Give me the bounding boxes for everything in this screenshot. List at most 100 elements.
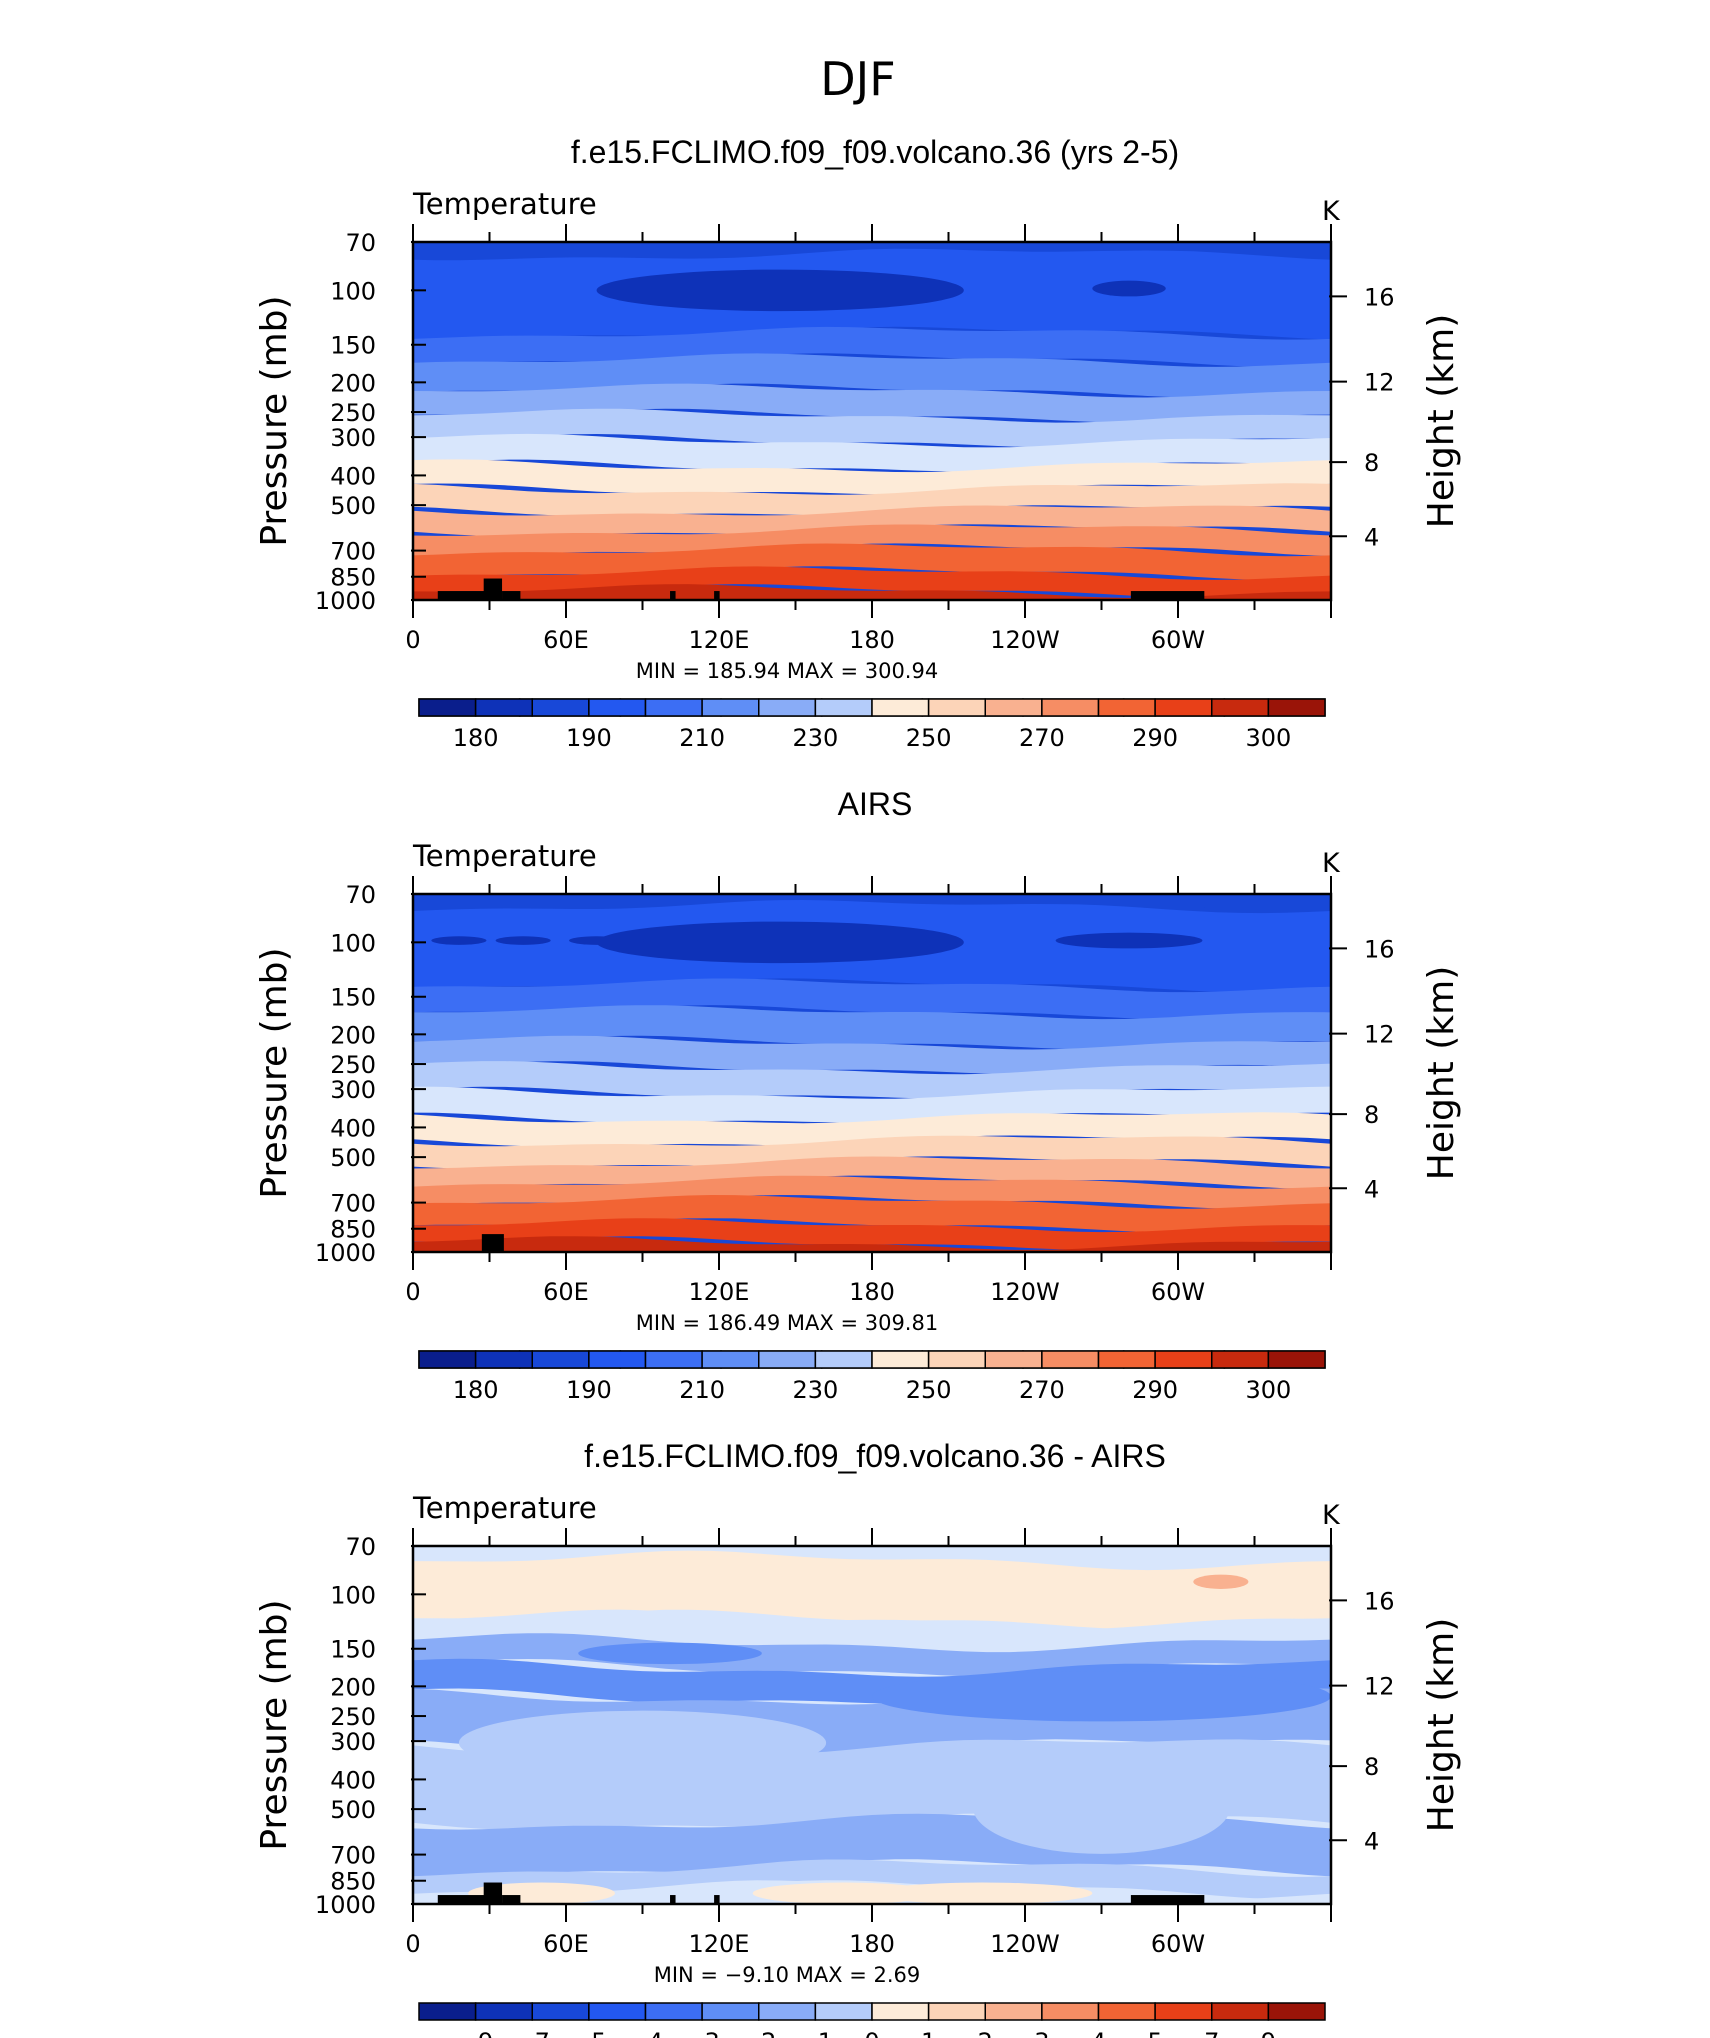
- colorbar-tick-label: 270: [1019, 1376, 1065, 1404]
- colorbar-swatch: [758, 1350, 817, 1369]
- colorbar-tick-label: 1: [921, 2028, 936, 2038]
- colorbar-swatch: [474, 698, 533, 717]
- pressure-tick-label: 500: [330, 1144, 376, 1172]
- colorbar-tick-label: 2: [978, 2028, 993, 2038]
- lon-tick-label: 60W: [1151, 626, 1205, 654]
- contour-band: [413, 1546, 1331, 1571]
- contour-band: [413, 1005, 1331, 1050]
- contour-band: [413, 1156, 1331, 1189]
- topography-mask: [670, 591, 676, 600]
- y-axis-label: Pressure (mb): [254, 295, 295, 546]
- min-max-readout: MIN = 185.94 MAX = 300.94: [636, 659, 938, 683]
- cold-core-100mb: [569, 936, 625, 945]
- colorbar-swatch: [701, 1350, 760, 1369]
- colorbar-tick-label: 190: [566, 1376, 612, 1404]
- colorbar-swatch: [418, 698, 477, 717]
- height-tick-label: 16: [1364, 1587, 1395, 1615]
- lon-tick-label: 60W: [1151, 1930, 1205, 1958]
- cold-core-100mb: [1055, 932, 1203, 949]
- contour-band: [413, 1609, 1331, 1652]
- warm-anomaly: [963, 1569, 1148, 1595]
- colorbar-tick-label: 300: [1245, 724, 1291, 752]
- topography-mask: [437, 591, 492, 600]
- colorbar-tick-label: −2: [741, 2028, 776, 2038]
- topography-mask: [1130, 591, 1205, 600]
- cold-core-100mb: [596, 921, 964, 964]
- y-axis-label: Pressure (mb): [254, 947, 295, 1198]
- contour-band: [413, 978, 1331, 1020]
- pressure-tick-label: 700: [330, 538, 376, 566]
- pressure-tick-label: 700: [330, 1190, 376, 1218]
- colorbar-tick-label: −5: [571, 2028, 606, 2038]
- colorbar-swatch: [418, 2002, 477, 2021]
- pressure-tick-label: 500: [330, 492, 376, 520]
- pressure-tick-label: 100: [330, 929, 376, 957]
- panel-unit-label: K: [1322, 196, 1341, 227]
- contour-band: [413, 326, 1331, 367]
- pressure-tick-label: 70: [345, 881, 376, 909]
- contour-band: [413, 543, 1331, 580]
- y2-axis-label: Height (km): [1421, 966, 1462, 1180]
- contour-band: [413, 524, 1331, 557]
- pressure-tick-label: 150: [330, 984, 376, 1012]
- contour-band: [413, 1236, 1331, 1252]
- pressure-tick-label: 700: [330, 1842, 376, 1870]
- cold-core-100mb: [642, 936, 698, 945]
- cold-core-100mb: [431, 936, 487, 945]
- lon-tick-label: 60E: [543, 1278, 589, 1306]
- colorbar-swatch: [984, 698, 1043, 717]
- cold-anomaly: [578, 1642, 762, 1665]
- colorbar-swatch: [927, 698, 986, 717]
- pressure-tick-label: 400: [330, 462, 376, 490]
- contour-band: [413, 483, 1331, 516]
- height-tick-label: 12: [1364, 1021, 1395, 1049]
- height-tick-label: 8: [1364, 449, 1379, 477]
- contour-band: [413, 505, 1331, 537]
- weak-anomaly: [972, 1760, 1231, 1854]
- colorbar-tick-label: 250: [906, 1376, 952, 1404]
- colorbar-swatch: [758, 698, 817, 717]
- height-tick-label: 8: [1364, 1753, 1379, 1781]
- colorbar-swatch: [1097, 2002, 1156, 2021]
- colorbar-swatch: [814, 1350, 873, 1369]
- lon-tick-label: 0: [405, 1930, 420, 1958]
- colorbar-swatch: [701, 2002, 760, 2021]
- contour-band: [413, 1658, 1331, 1705]
- cold-core-100mb: [1092, 280, 1166, 297]
- pressure-tick-label: 500: [330, 1796, 376, 1824]
- panel-left-label: Temperature: [412, 1491, 597, 1525]
- colorbar-tick-label: −7: [515, 2028, 550, 2038]
- colorbar-tick-label: 290: [1132, 1376, 1178, 1404]
- panel-title: AIRS: [838, 786, 913, 822]
- colorbar-swatch: [1267, 2002, 1326, 2021]
- colorbar-tick-label: 5: [1147, 2028, 1162, 2038]
- colorbar-tick-label: −4: [628, 2028, 663, 2038]
- topography-mask: [483, 578, 503, 600]
- colorbar-swatch: [1154, 1350, 1213, 1369]
- height-tick-label: 12: [1364, 369, 1395, 397]
- colorbar-tick-label: 190: [566, 724, 612, 752]
- cold-core-100mb: [596, 269, 964, 312]
- topography-mask: [481, 1234, 504, 1252]
- pressure-tick-label: 850: [330, 1868, 376, 1896]
- topography-mask: [437, 1895, 492, 1904]
- colorbar-swatch: [1041, 2002, 1100, 2021]
- colorbar-swatch: [531, 1350, 590, 1369]
- colorbar-swatch: [1267, 698, 1326, 717]
- lon-tick-label: 60W: [1151, 1278, 1205, 1306]
- lon-tick-label: 120E: [689, 626, 750, 654]
- colorbar-swatch: [758, 2002, 817, 2021]
- topography-mask: [670, 1895, 676, 1904]
- colorbar-swatch: [871, 2002, 930, 2021]
- topography-mask: [1130, 1895, 1205, 1904]
- colorbar-tick-label: 0: [864, 2028, 879, 2038]
- colorbar-tick-label: −1: [798, 2028, 833, 2038]
- colorbar-tick-label: −9: [458, 2028, 493, 2038]
- colorbar-swatch: [644, 2002, 703, 2021]
- pressure-tick-label: 70: [345, 1533, 376, 1561]
- colorbar-swatch: [1097, 1350, 1156, 1369]
- lon-tick-label: 120W: [990, 1278, 1060, 1306]
- colorbar-tick-label: 290: [1132, 724, 1178, 752]
- pressure-tick-label: 300: [330, 1728, 376, 1756]
- contour-field: [413, 242, 1331, 600]
